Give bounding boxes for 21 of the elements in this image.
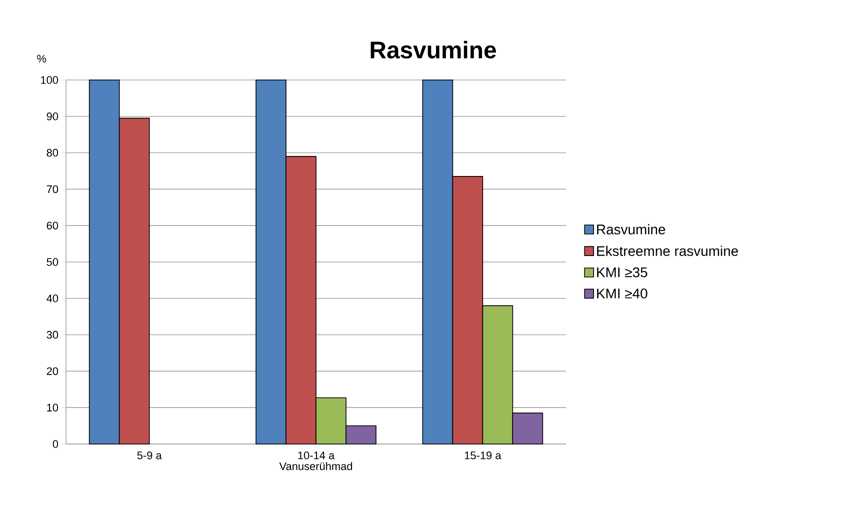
y-tick-label: 60: [46, 222, 58, 230]
y-tick-label: 50: [46, 258, 58, 266]
y-tick-label: 80: [46, 148, 58, 157]
y-tick-label: 70: [46, 185, 58, 194]
x-tick-label: 15-19 a: [464, 452, 502, 460]
x-axis-title: Vanuserühmad: [279, 462, 352, 470]
y-tick-label: 100: [41, 76, 58, 84]
y-tick-label: 0: [52, 440, 58, 448]
y-axis-title: %: [37, 54, 46, 62]
y-tick-label: 90: [46, 112, 58, 120]
y-tick-label: 40: [46, 294, 58, 302]
y-tick-label: 20: [46, 367, 58, 376]
y-tick-label: 10: [47, 404, 58, 412]
chart-title: Rasvumine: [370, 40, 496, 58]
legend-label: Rasvumine: [597, 224, 666, 234]
x-tick-label: 5-9 a: [137, 452, 162, 460]
y-tick-label: 30: [46, 330, 58, 339]
legend-label: Ekstreemne rasvumine: [597, 246, 738, 256]
legend-label: KMI ≥40: [597, 288, 648, 298]
legend-label: KMI ≥35: [597, 267, 648, 278]
x-tick-label: 10-14 a: [298, 452, 335, 460]
